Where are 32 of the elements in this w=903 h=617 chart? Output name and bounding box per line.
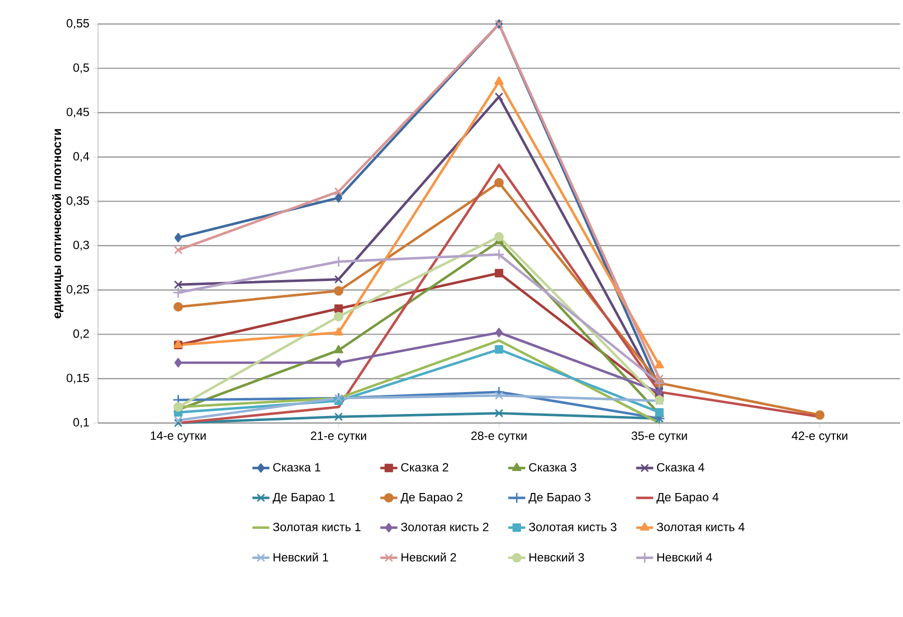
legend-label: Невский 1 bbox=[274, 552, 328, 562]
y-tick-label: 0,5 bbox=[73, 63, 89, 74]
legend-label: Де Барао 3 bbox=[528, 492, 590, 504]
y-tick-label: 0,4 bbox=[73, 152, 90, 162]
x-tick-label: 14-е сутки bbox=[150, 432, 206, 442]
x-tick-label: 28-е сутки bbox=[471, 432, 526, 442]
legend-label: Де Барао 2 bbox=[400, 492, 462, 504]
legend-label: Сказка 2 bbox=[401, 463, 448, 472]
y-tick-label: 0,1 bbox=[73, 418, 89, 428]
x-tick-label: 21-е сутки bbox=[310, 432, 366, 442]
y-axis-title: единицы оптической плотности bbox=[52, 129, 64, 318]
x-tick-label: 42-е сутки bbox=[792, 432, 848, 442]
legend-label: Сказка 3 bbox=[529, 463, 576, 472]
legend-label: Невский 4 bbox=[657, 552, 712, 562]
x-tick-label: 35-е сутки bbox=[632, 432, 687, 442]
legend-label: Невский 2 bbox=[402, 552, 456, 562]
y-tick-label: 0,3 bbox=[73, 240, 89, 251]
y-tick-label: 0,35 bbox=[66, 196, 89, 206]
legend-label: Сказка 1 bbox=[273, 463, 320, 472]
legend-label: Де Барао 1 bbox=[272, 492, 334, 504]
legend-label: Золотая кисть 4 bbox=[656, 522, 745, 532]
legend-label: Невский 3 bbox=[529, 552, 584, 562]
y-tick-label: 0,15 bbox=[66, 374, 89, 384]
legend-label: Сказка 4 bbox=[657, 463, 704, 472]
y-tick-label: 0,25 bbox=[66, 285, 89, 295]
legend-label: Золотая кисть 3 bbox=[528, 522, 616, 532]
y-tick-label: 0,45 bbox=[66, 108, 89, 118]
legend-label: Золотая кисть 2 bbox=[400, 522, 488, 532]
legend-label: Де Барао 4 bbox=[656, 492, 719, 504]
y-tick-label: 0,55 bbox=[66, 19, 89, 29]
y-tick-label: 0,2 bbox=[73, 329, 89, 340]
legend-label: Золотая кисть 1 bbox=[273, 522, 360, 532]
